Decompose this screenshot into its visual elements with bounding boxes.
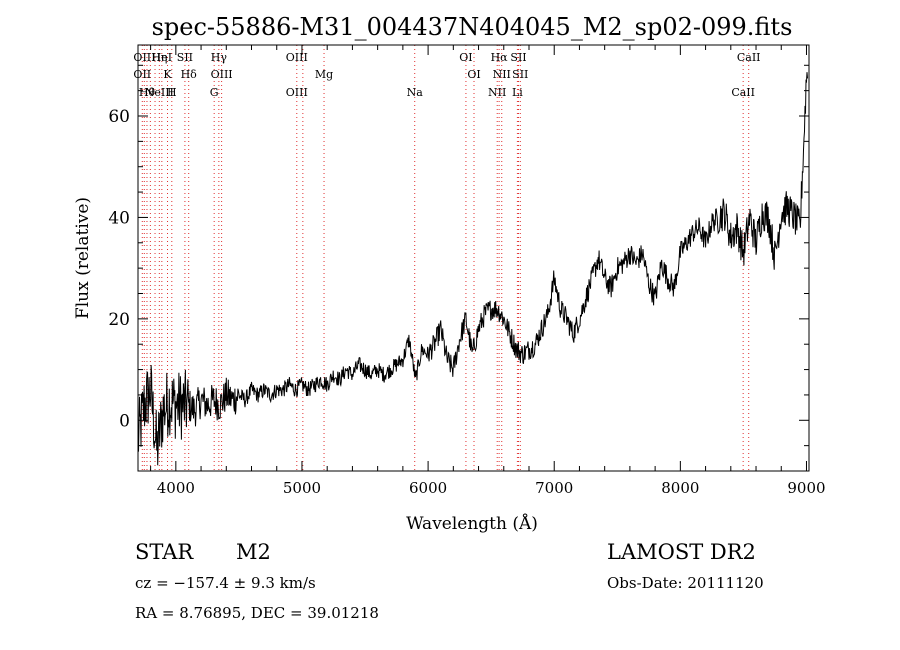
line-marker-label: Li	[512, 86, 523, 99]
line-marker-label: Mg	[315, 68, 333, 81]
chart-title: spec-55886-M31_004437N404045_M2_sp02-099…	[152, 13, 793, 41]
x-axis-label: Wavelength (Å)	[406, 513, 538, 534]
redshift-cz: cz = −157.4 ± 9.3 km/s	[135, 574, 316, 592]
line-marker-label: OIII	[286, 51, 308, 64]
line-marker-label: OII	[133, 51, 151, 64]
observation-date: Obs-Date: 20111120	[607, 574, 764, 592]
y-axis-ticks: 0 20 40 60	[108, 64, 809, 447]
line-marker-label: Hα	[491, 51, 509, 64]
line-marker-label: HeI	[152, 51, 172, 64]
x-tick-label: 8000	[661, 479, 699, 497]
y-tick-label: 40	[108, 208, 130, 228]
coordinates: RA = 8.76895, DEC = 39.01218	[135, 604, 379, 622]
line-marker-label: OI	[459, 51, 472, 64]
line-marker-label: Hθ	[139, 86, 156, 99]
plot-frame	[137, 44, 810, 472]
line-marker-label: OIII	[286, 86, 308, 99]
line-marker-label: Hδ	[181, 68, 198, 81]
line-marker-label: NII	[493, 68, 511, 81]
line-marker-label: CaII	[731, 86, 755, 99]
line-marker-label: K	[163, 68, 172, 81]
object-subclass: M2	[236, 540, 271, 564]
line-marker-label: CaII	[737, 51, 761, 64]
line-marker-label: Hη	[151, 51, 167, 64]
x-tick-label: 6000	[409, 479, 447, 497]
y-tick-label: 0	[119, 411, 130, 431]
x-tick-label: 4000	[157, 479, 195, 497]
line-marker-label: OIII	[211, 68, 233, 81]
x-tick-label: 9000	[787, 479, 825, 497]
survey-name: LAMOST DR2	[607, 540, 756, 564]
y-tick-label: 60	[108, 107, 130, 127]
line-marker-label: NII	[488, 86, 506, 99]
y-axis-label: Flux (relative)	[73, 197, 93, 319]
line-marker-label: G	[210, 86, 219, 99]
x-axis-ticks: 4000 5000 6000 7000 8000 9000	[150, 45, 826, 497]
line-marker-label: NeIII	[145, 86, 174, 99]
line-marker-label: SII	[177, 51, 193, 64]
y-tick-label: 20	[108, 310, 130, 330]
line-marker-label: SII	[510, 51, 526, 64]
x-tick-label: 7000	[535, 479, 573, 497]
line-marker-label: OII	[133, 68, 151, 81]
x-tick-label: 5000	[283, 479, 321, 497]
line-marker-label: OI	[467, 68, 480, 81]
line-marker-label: Hγ	[211, 51, 228, 64]
line-marker-label: Na	[407, 86, 424, 99]
spectral-line-markers	[141, 45, 750, 471]
line-marker-label: SII	[512, 68, 528, 81]
object-type: STAR	[135, 540, 194, 564]
line-marker-label: H	[167, 86, 177, 99]
spectrum-line	[137, 72, 808, 466]
